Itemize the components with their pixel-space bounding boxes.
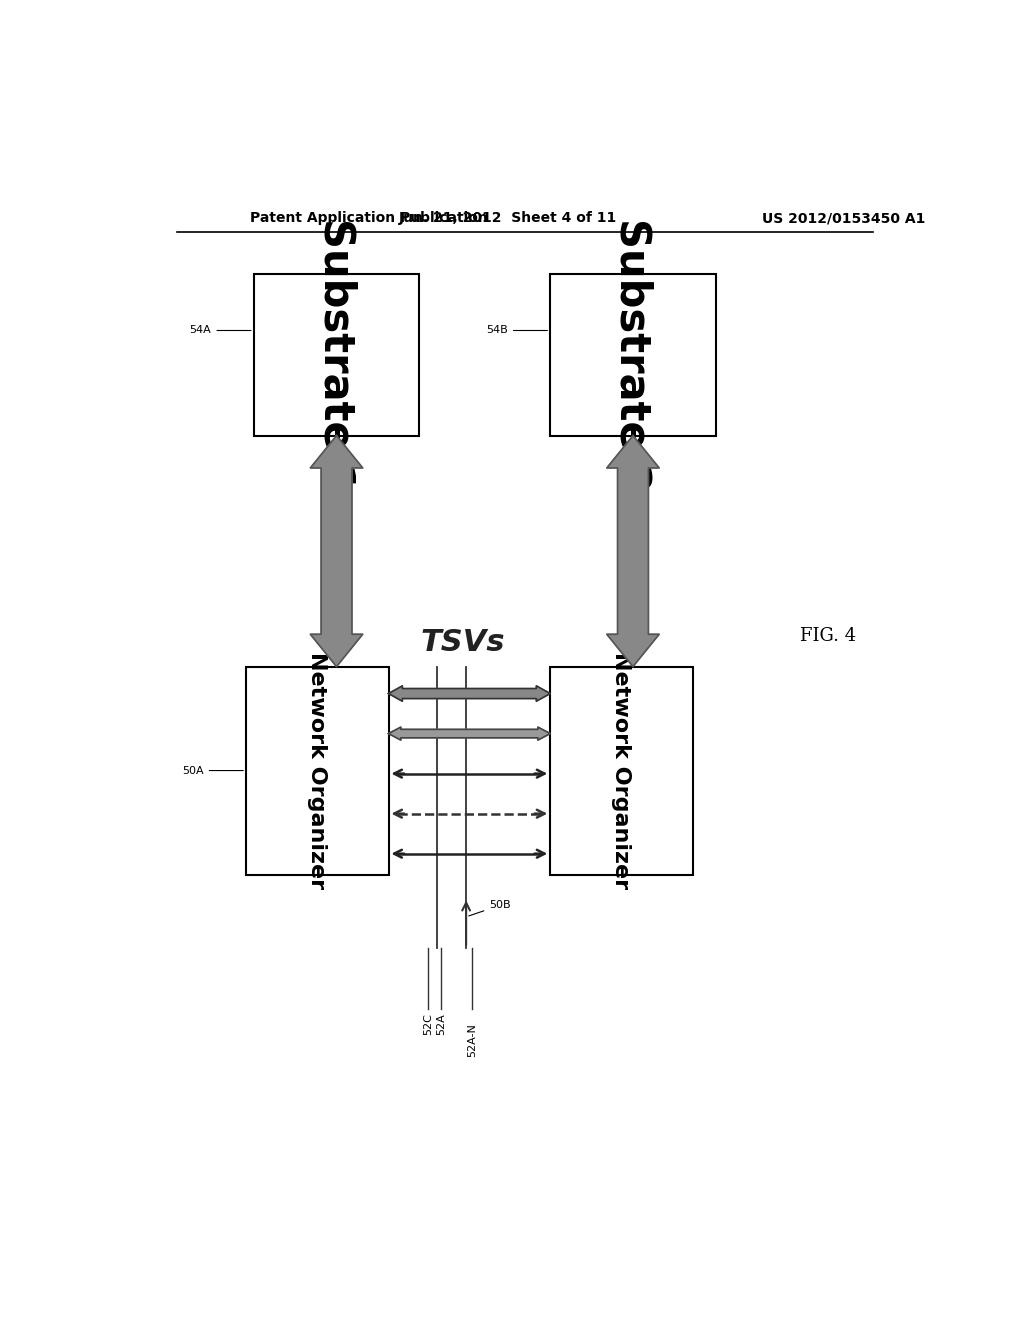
Bar: [246, 667, 388, 874]
Text: 52C: 52C: [423, 1014, 433, 1035]
Text: TSVs: TSVs: [421, 628, 505, 657]
Polygon shape: [310, 436, 362, 667]
Text: 54B: 54B: [486, 326, 548, 335]
Text: FIG. 4: FIG. 4: [801, 627, 857, 644]
Polygon shape: [607, 436, 659, 667]
Text: Network Organizer: Network Organizer: [307, 652, 328, 890]
Polygon shape: [388, 727, 550, 741]
Text: 52A: 52A: [436, 1014, 445, 1035]
Text: 54A: 54A: [189, 326, 251, 335]
Text: US 2012/0153450 A1: US 2012/0153450 A1: [762, 211, 926, 226]
Bar: [254, 275, 419, 436]
Text: 50B: 50B: [469, 900, 511, 916]
Polygon shape: [388, 686, 550, 701]
Bar: [550, 667, 692, 874]
Text: Jun. 21, 2012  Sheet 4 of 11: Jun. 21, 2012 Sheet 4 of 11: [398, 211, 617, 226]
Text: 50A: 50A: [182, 766, 244, 776]
Text: Substrate 1: Substrate 1: [315, 218, 357, 492]
Text: Patent Application Publication: Patent Application Publication: [250, 211, 487, 226]
Text: Network Organizer: Network Organizer: [611, 652, 632, 890]
Text: 52A-N: 52A-N: [467, 1023, 477, 1057]
Text: Substrate 2: Substrate 2: [612, 218, 654, 492]
Bar: [550, 275, 716, 436]
